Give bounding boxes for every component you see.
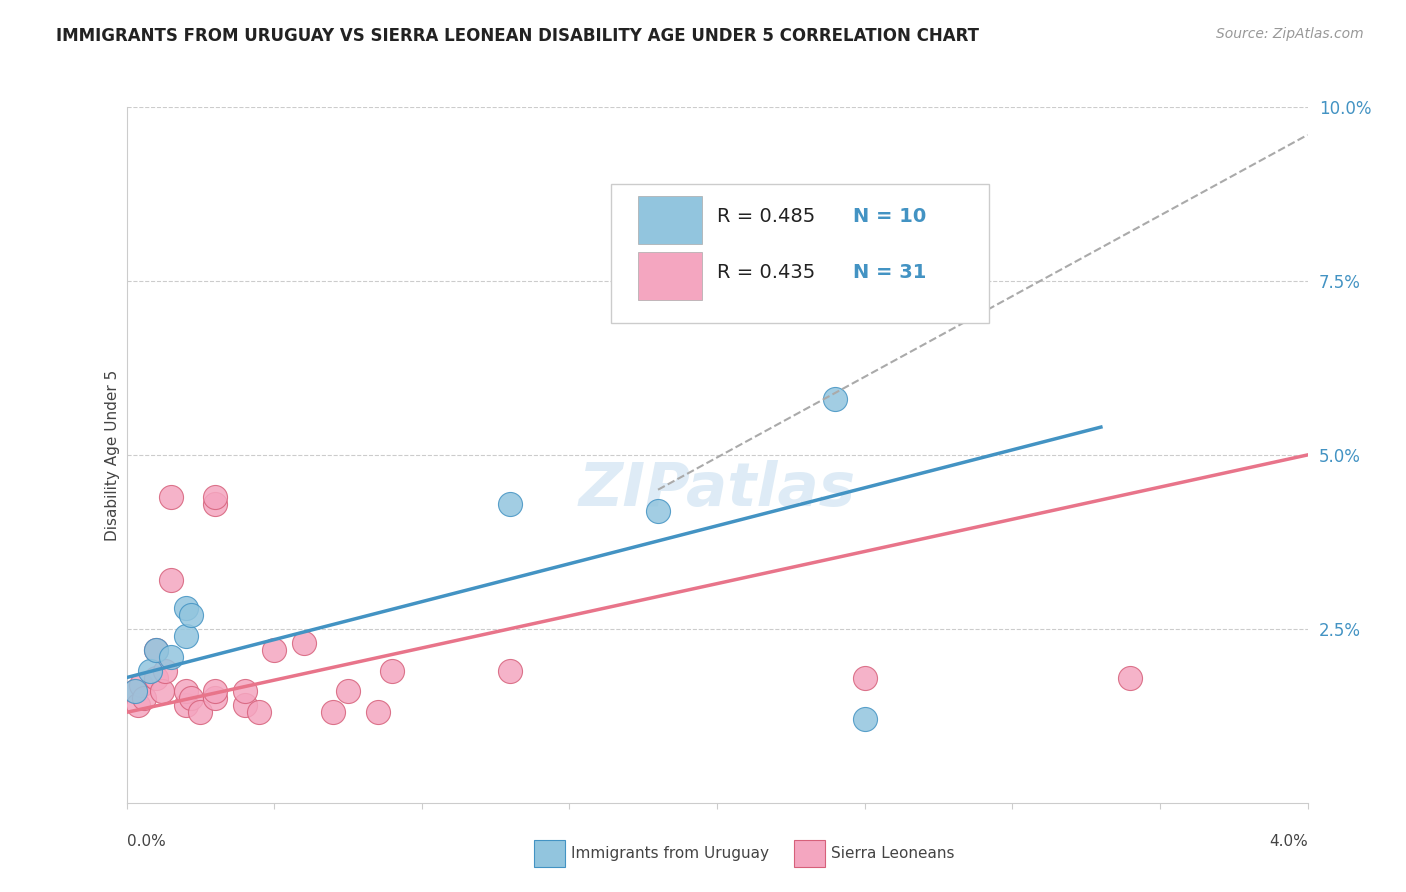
Point [204, 691, 226, 706]
Point [499, 664, 522, 678]
Point [139, 664, 162, 678]
Point [853, 712, 876, 726]
Text: R = 0.435: R = 0.435 [717, 263, 815, 282]
Point [233, 698, 256, 713]
Point [263, 642, 285, 657]
Point [153, 664, 176, 678]
Point [381, 664, 404, 678]
Text: Source: ZipAtlas.com: Source: ZipAtlas.com [1216, 27, 1364, 41]
Point [204, 497, 226, 511]
Point [160, 649, 183, 664]
Point [174, 684, 197, 698]
Text: IMMIGRANTS FROM URUGUAY VS SIERRA LEONEAN DISABILITY AGE UNDER 5 CORRELATION CHA: IMMIGRANTS FROM URUGUAY VS SIERRA LEONEA… [56, 27, 979, 45]
Point [499, 497, 522, 511]
FancyBboxPatch shape [638, 252, 702, 300]
Point [145, 642, 167, 657]
Point [145, 671, 167, 685]
Point [180, 607, 202, 622]
Point [188, 706, 211, 720]
Point [145, 642, 167, 657]
Point [180, 691, 202, 706]
Point [853, 671, 876, 685]
Point [247, 706, 270, 720]
Text: ZIPatlas: ZIPatlas [578, 460, 856, 519]
Point [824, 392, 846, 407]
Point [292, 636, 315, 650]
Point [853, 219, 876, 233]
FancyBboxPatch shape [610, 184, 988, 323]
Point [124, 684, 146, 698]
Point [160, 573, 183, 587]
Text: Immigrants from Uruguay: Immigrants from Uruguay [571, 847, 769, 861]
Point [134, 691, 156, 706]
Point [233, 684, 256, 698]
Y-axis label: Disability Age Under 5: Disability Age Under 5 [105, 369, 120, 541]
Text: 4.0%: 4.0% [1268, 834, 1308, 849]
Text: 0.0%: 0.0% [127, 834, 166, 849]
Point [174, 698, 197, 713]
Point [127, 698, 149, 713]
Point [204, 490, 226, 504]
FancyBboxPatch shape [638, 196, 702, 244]
Point [129, 677, 153, 691]
Point [942, 294, 965, 309]
Text: N = 31: N = 31 [853, 263, 927, 282]
Point [174, 601, 197, 615]
Point [150, 684, 173, 698]
Point [366, 706, 388, 720]
Point [124, 684, 146, 698]
Point [204, 684, 226, 698]
Point [647, 503, 669, 517]
Text: N = 10: N = 10 [853, 208, 927, 227]
Text: Sierra Leoneans: Sierra Leoneans [831, 847, 955, 861]
Point [337, 684, 360, 698]
Point [1119, 671, 1142, 685]
Point [174, 629, 197, 643]
Text: R = 0.485: R = 0.485 [717, 208, 815, 227]
Point [160, 490, 183, 504]
Point [322, 706, 344, 720]
